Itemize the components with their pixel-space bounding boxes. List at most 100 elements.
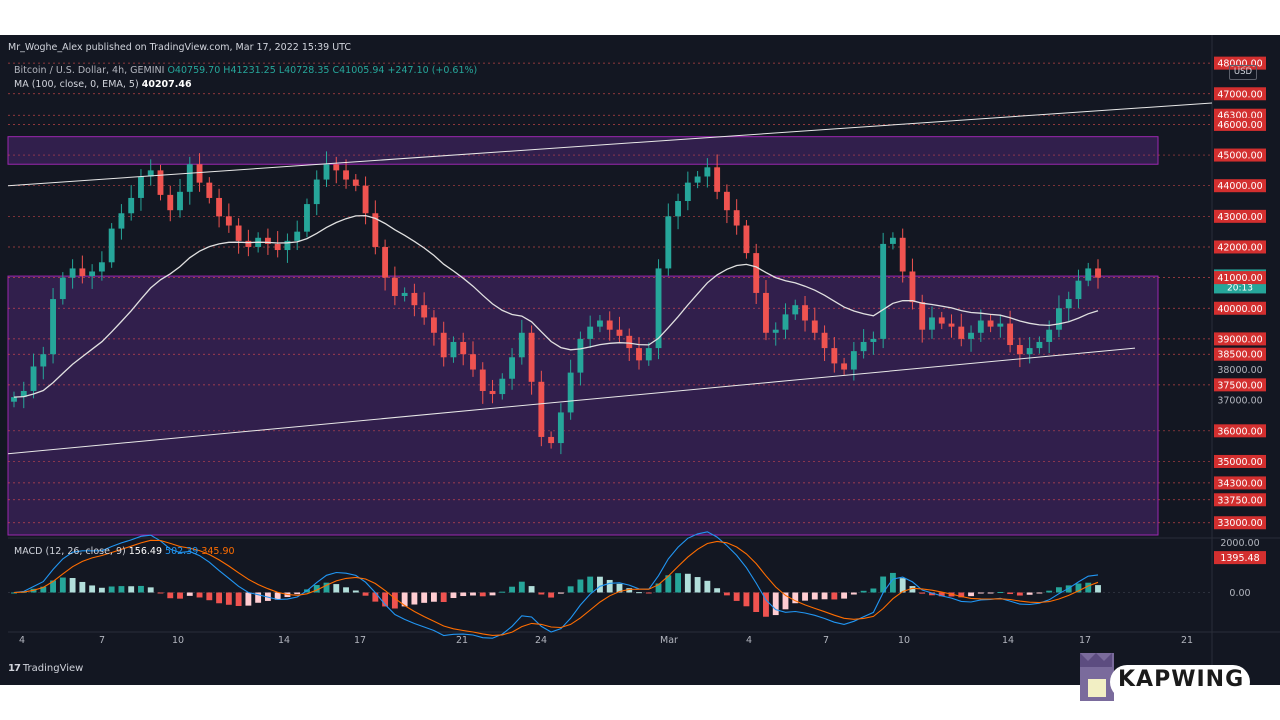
candle-body [128, 197, 135, 214]
macd-label: MACD (12, 26, close, 9) [14, 546, 126, 557]
price-tick-label: 42000.00 [1217, 242, 1262, 253]
price-tick-label: 34300.00 [1217, 478, 1262, 489]
macd-legend[interactable]: MACD (12, 26, close, 9) 156.49 502.39 34… [14, 546, 235, 557]
macd-hist-bar [362, 592, 369, 596]
candle-body [79, 268, 86, 277]
candle-body [1085, 268, 1092, 281]
macd-hist-bar [391, 592, 398, 609]
candle-body [675, 201, 682, 217]
candles-group [11, 151, 1101, 455]
level-badge [1214, 56, 1266, 70]
candle-body [69, 268, 76, 278]
candle-body [430, 317, 437, 333]
macd-hist-bar [108, 586, 115, 593]
candle-body [196, 164, 203, 183]
macd-hist-bar [79, 581, 86, 593]
candle-body [167, 194, 174, 211]
candle-body [304, 204, 310, 232]
symbol-name[interactable]: Bitcoin / U.S. Dollar, 4h, GEMINI [14, 65, 165, 76]
level-badge [1214, 476, 1266, 490]
macd-hist-bar [147, 587, 154, 593]
price-tick-label: 37500.00 [1217, 380, 1262, 391]
candle-body [636, 348, 642, 361]
candle-body [714, 167, 721, 192]
currency-badge[interactable]: USD [1229, 65, 1257, 80]
macd-hist-bar [831, 592, 838, 600]
macd-hist-bar [557, 592, 564, 594]
time-tick-label: 14 [278, 635, 290, 646]
macd-hist-bar [636, 592, 642, 594]
price-tick-label: 38000.00 [1217, 365, 1262, 376]
macd-tick-label: 2000.00 [1220, 538, 1259, 549]
macd-hist-bar [274, 592, 281, 600]
ohlc-close: C41005.94 [332, 65, 385, 76]
candle-body [89, 271, 96, 277]
macd-hist-bar [499, 591, 506, 593]
macd-hist-bar [98, 587, 105, 593]
macd-hist-bar [1026, 592, 1033, 595]
candle-body [509, 357, 515, 379]
candle-body [929, 317, 935, 330]
time-tick-label: 14 [1002, 635, 1014, 646]
macd-hist-bar [763, 592, 769, 617]
price-tick-label: 33000.00 [1217, 518, 1262, 529]
candle-body [587, 326, 594, 339]
candle-body [821, 332, 828, 349]
macd-hist-bar [753, 592, 760, 612]
candle-body [499, 378, 506, 395]
candle-body [704, 167, 711, 177]
time-tick-label: 7 [99, 635, 105, 646]
chart-frame: 48000.00 47000.00 46300.00 46000.00 45000.00… [0, 35, 1280, 685]
macd-hist-bar [333, 584, 340, 593]
macd-hist-bar [870, 588, 877, 593]
macd-signal-line [13, 539, 1099, 636]
price-tick-label: 36000.00 [1217, 426, 1262, 437]
macd-axis: 2000.00 1395.48 0.00 [1214, 538, 1266, 599]
macd-hist-bar [1046, 590, 1053, 593]
time-tick-label: 10 [172, 635, 184, 646]
macd-hist-bar [782, 592, 789, 610]
candle-body [216, 197, 223, 217]
level-badge [1214, 454, 1266, 468]
candle-body [557, 412, 564, 444]
candle-body [313, 179, 320, 205]
macd-hist-bar [40, 586, 47, 593]
candle-body [450, 341, 457, 358]
macd-hist-bar [138, 585, 144, 593]
price-tick-label: 37000.00 [1217, 396, 1262, 407]
candle-body [733, 210, 740, 226]
macd-tick-label: 0.00 [1229, 588, 1250, 599]
candle-body [206, 182, 213, 198]
candle-body [1075, 280, 1082, 300]
macd-hist-bar [899, 578, 906, 593]
macd-hist-bar [1056, 587, 1062, 593]
macd-hist-bar [723, 592, 730, 596]
candle-body [98, 262, 105, 272]
candle-body [1007, 323, 1014, 346]
candle-body [40, 354, 47, 367]
candle-body [1046, 329, 1053, 342]
macd-hist-bar [880, 576, 887, 593]
level-badge [1214, 301, 1266, 315]
macd-hist-bar [313, 585, 320, 593]
candle-body [665, 216, 672, 269]
candle-body [294, 231, 301, 241]
macd-hist-bar [470, 592, 476, 596]
candle-body [177, 191, 183, 211]
ma-legend[interactable]: MA (100, close, 0, EMA, 5) 40207.46 [14, 79, 192, 90]
kapwing-text: KAPWING [1118, 667, 1245, 692]
candle-body [343, 170, 349, 180]
candle-body [860, 341, 867, 352]
candle-body [899, 237, 906, 272]
macd-hist-bar [157, 592, 164, 594]
macd-hist-bar [59, 577, 66, 593]
candle-body [274, 243, 281, 251]
macd-tick-label: 1395.48 [1220, 553, 1259, 564]
macd-hist-bar [792, 592, 799, 604]
candle-body [577, 338, 584, 373]
candle-body [225, 216, 232, 226]
tradingview-logo[interactable]: 17 TradingView [8, 663, 83, 674]
macd-hist-bar [1085, 582, 1092, 593]
trendline-lower [7, 347, 1136, 455]
